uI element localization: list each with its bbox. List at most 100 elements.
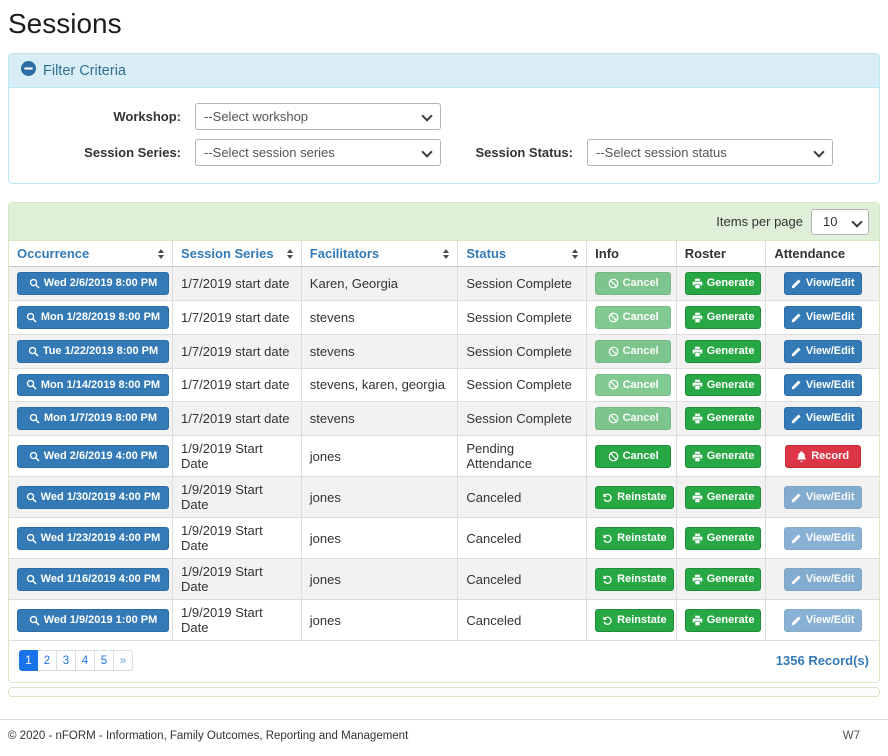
occurrence-button[interactable]: Wed 1/9/2019 1:00 PM [17,608,169,632]
button-label: Cancel [622,277,659,289]
record-count: 1356 Record(s) [775,653,869,669]
column-header-status[interactable]: Status [457,241,587,267]
session-status-label: Session Status: [475,145,573,160]
ban-icon [608,451,619,462]
items-per-page-label: Items per page [716,214,803,229]
generate-button[interactable]: Generate [684,567,762,591]
button-label: View/Edit [805,344,855,357]
column-header-session-series[interactable]: Session Series [172,241,302,267]
site-footer: © 2020 - nFORM - Information, Family Out… [0,719,888,756]
reinstate-button[interactable]: Reinstate [595,608,674,632]
view-edit-button[interactable]: View/Edit [783,339,862,363]
pagination-next-button[interactable]: » [114,650,133,672]
reinstate-button[interactable]: Reinstate [595,485,674,509]
occurrence-button[interactable]: Tue 1/22/2019 8:00 PM [17,339,169,363]
generate-button[interactable]: Generate [684,305,762,329]
info-cell: Cancel [586,299,677,335]
view-edit-button[interactable]: View/Edit [783,305,862,329]
pagination-page-2[interactable]: 2 [38,650,57,672]
pagination-page-1[interactable]: 1 [19,650,38,672]
occurrence-cell: Wed 2/6/2019 8:00 PM [9,266,173,301]
table-row: Wed 2/6/2019 8:00 PM 1/7/2019 start date K… [9,266,879,301]
generate-button[interactable]: Generate [684,272,762,295]
search-icon [29,615,40,626]
status-cell: Canceled [457,599,587,641]
occurrence-button[interactable]: Wed 1/23/2019 4:00 PM [17,526,169,550]
session-series-cell: 1/7/2019 start date [172,266,302,301]
generate-button[interactable]: Generate [684,339,762,363]
info-cell: Reinstate [586,558,677,600]
cancel-button[interactable]: Cancel [595,444,672,468]
roster-cell: Generate [675,517,766,559]
session-series-cell: 1/7/2019 start date [172,333,302,369]
generate-button[interactable]: Generate [684,373,762,397]
occurrence-button[interactable]: Mon 1/7/2019 8:00 PM [17,407,169,431]
column-label: Info [595,246,619,261]
table-footer: 1 2 3 4 5» 1356 Record(s) [9,640,879,682]
facilitators-cell: jones [300,558,458,600]
attendance-cell: View/Edit [765,599,879,641]
status-cell: Session Complete [457,266,587,301]
workshop-select[interactable]: --Select workshop [195,103,441,130]
occurrence-button[interactable]: Wed 1/16/2019 4:00 PM [17,567,169,591]
session-status-select[interactable]: --Select session status [587,139,833,166]
button-label: Generate [706,344,755,357]
status-cell: Canceled [457,476,587,518]
cancel-button: Cancel [595,339,672,363]
pencil-icon [791,533,802,544]
facilitators-cell: jones [300,599,458,641]
button-label: View/Edit [805,490,855,503]
table-header-row: Occurrence Session Series Facilitators Stat… [9,241,879,267]
view-edit-button[interactable]: View/Edit [783,373,862,397]
view-edit-button[interactable]: View/Edit [783,407,862,431]
roster-cell: Generate [675,367,766,402]
info-cell: Cancel [586,435,677,477]
column-header-occurrence[interactable]: Occurrence [9,241,173,267]
environment-label: W7 [842,730,860,743]
reinstate-button[interactable]: Reinstate [595,526,674,550]
occurrence-button[interactable]: Mon 1/14/2019 8:00 PM [17,373,169,397]
pagination-page-4[interactable]: 4 [76,650,95,672]
search-icon [26,574,37,585]
view-edit-button: View/Edit [783,567,862,591]
items-per-page-select[interactable]: 10 [811,208,869,235]
pagination-page-3[interactable]: 3 [57,650,76,672]
facilitators-cell: jones [300,476,458,518]
generate-button[interactable]: Generate [684,485,762,509]
occurrence-button[interactable]: Wed 2/6/2019 8:00 PM [17,272,169,295]
generate-button[interactable]: Generate [684,407,762,431]
session-status-select-wrap: --Select session status [587,139,833,166]
button-label: View/Edit [805,613,855,626]
generate-button[interactable]: Generate [684,608,762,632]
status-cell: Session Complete [457,299,587,335]
column-label: Attendance [774,246,846,261]
record-button[interactable]: Record [784,444,861,468]
session-series-cell: 1/7/2019 start date [172,299,302,335]
generate-button[interactable]: Generate [684,444,762,468]
occurrence-button[interactable]: Wed 2/6/2019 4:00 PM [17,444,169,468]
button-label: View/Edit [805,572,855,585]
pencil-icon [791,312,802,323]
info-cell: Cancel [586,401,677,436]
printer-icon [692,574,703,585]
button-label: Wed 1/9/2019 1:00 PM [43,613,158,626]
view-edit-button[interactable]: View/Edit [783,272,862,295]
button-label: View/Edit [805,378,855,391]
reinstate-button[interactable]: Reinstate [595,567,674,591]
column-header-info: Info [586,241,677,267]
filter-panel-header[interactable]: Filter Criteria [9,54,879,88]
bell-icon [796,450,807,462]
occurrence-button[interactable]: Mon 1/28/2019 8:00 PM [17,305,169,329]
facilitators-cell: jones [300,435,458,477]
table-row: Wed 1/16/2019 4:00 PM 1/9/2019 Start Date… [9,558,879,600]
generate-button[interactable]: Generate [684,526,762,550]
button-label: Wed 1/30/2019 4:00 PM [40,490,161,503]
panel-footer-strip [8,687,880,698]
pagination-page-5[interactable]: 5 [95,650,114,672]
occurrence-button[interactable]: Wed 1/30/2019 4:00 PM [17,485,169,509]
cancel-button: Cancel [595,407,672,431]
status-cell: Canceled [457,558,587,600]
session-series-select[interactable]: --Select session series [195,139,441,166]
column-label: Session Series [181,246,274,261]
column-header-facilitators[interactable]: Facilitators [300,241,458,267]
